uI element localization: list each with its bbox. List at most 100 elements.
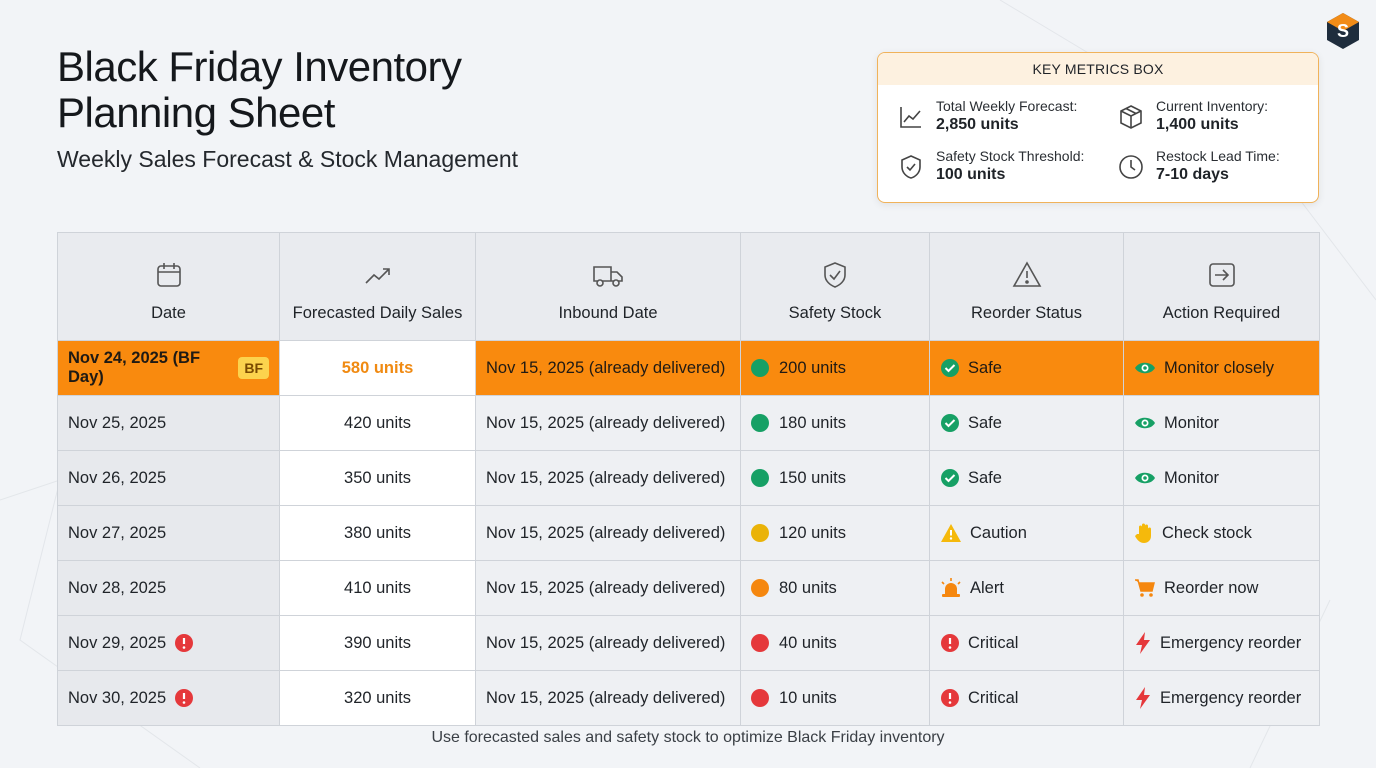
stock-dot	[751, 524, 769, 542]
reorder-status: Caution	[970, 523, 1027, 542]
forecast: 320 units	[344, 688, 411, 707]
safety-stock: 180 units	[779, 413, 846, 432]
date: Nov 26, 2025	[68, 468, 167, 487]
cell: Safe	[929, 450, 1124, 506]
metric-label: Total Weekly Forecast:	[936, 98, 1078, 114]
action: Monitor closely	[1164, 358, 1275, 377]
date: Nov 28, 2025	[68, 578, 167, 597]
logo: S	[1327, 13, 1359, 49]
reorder-status: Critical	[968, 688, 1019, 707]
cell: 410 units	[279, 560, 476, 616]
subtitle: Weekly Sales Forecast & Stock Management	[57, 146, 519, 172]
forecast: 410 units	[344, 578, 411, 597]
cell: Nov 30, 2025	[57, 670, 280, 726]
cell: Safe	[929, 340, 1124, 396]
metric: Total Weekly Forecast: 2,850 units	[898, 98, 1118, 134]
forecast: 390 units	[344, 633, 411, 652]
reorder-status: Critical	[968, 633, 1019, 652]
logo-letter: S	[1337, 21, 1349, 41]
cell: Monitor	[1123, 395, 1320, 451]
cell: 120 units	[740, 505, 930, 561]
cell: Nov 15, 2025 (already delivered)	[475, 505, 741, 561]
action: Emergency reorder	[1160, 688, 1302, 707]
cell: Nov 15, 2025 (already delivered)	[475, 450, 741, 506]
reorder-status: Alert	[970, 578, 1004, 597]
badge: BF	[238, 357, 269, 379]
cell: Caution	[929, 505, 1124, 561]
cell: Nov 26, 2025	[57, 450, 280, 506]
stock-dot	[751, 634, 769, 652]
safety-stock: 120 units	[779, 523, 846, 542]
table-row: Nov 27, 2025 380 units Nov 15, 2025 (alrea…	[57, 505, 1320, 561]
action: Emergency reorder	[1160, 633, 1302, 652]
cell: 350 units	[279, 450, 476, 506]
column-header-text: Reorder Status	[971, 304, 1082, 322]
cell: Nov 15, 2025 (already delivered)	[475, 560, 741, 616]
cell: Reorder now	[1123, 560, 1320, 616]
action: Reorder now	[1164, 578, 1259, 597]
inbound-date: Nov 15, 2025 (already delivered)	[486, 578, 726, 597]
column-header: Reorder Status	[929, 232, 1124, 341]
table-row: Nov 28, 2025 410 units Nov 15, 2025 (alrea…	[57, 560, 1320, 616]
inbound-date: Nov 15, 2025 (already delivered)	[486, 688, 726, 707]
forecast: 350 units	[344, 468, 411, 487]
table-row: Nov 24, 2025 (BF Day) BF 580 units Nov 15, …	[57, 340, 1320, 396]
cell: Nov 25, 2025	[57, 395, 280, 451]
cell: 580 units	[279, 340, 476, 396]
stock-dot	[751, 689, 769, 707]
action: Monitor	[1164, 413, 1220, 432]
inbound-date: Nov 15, 2025 (already delivered)	[486, 413, 726, 432]
date: Nov 24, 2025 (BF Day)	[68, 349, 201, 386]
footer-note: Use forecasted sales and safety stock to…	[431, 729, 945, 746]
cell: Nov 27, 2025	[57, 505, 280, 561]
cell: 200 units	[740, 340, 930, 396]
cell: 80 units	[740, 560, 930, 616]
stock-dot	[751, 469, 769, 487]
date: Nov 27, 2025	[68, 523, 167, 542]
cell: Nov 15, 2025 (already delivered)	[475, 340, 741, 396]
safety-stock: 150 units	[779, 468, 846, 487]
inbound-date: Nov 15, 2025 (already delivered)	[486, 358, 726, 377]
table-row: Nov 26, 2025 350 units Nov 15, 2025 (alrea…	[57, 450, 1320, 506]
column-header-text: Date	[151, 304, 186, 322]
table-row: Nov 29, 2025 390 units Nov 15, 2025 (alrea…	[57, 615, 1320, 671]
inbound-date: Nov 15, 2025 (already delivered)	[486, 523, 726, 542]
cell: 150 units	[740, 450, 930, 506]
cell: Emergency reorder	[1123, 615, 1320, 671]
column-header-text: Action Required	[1162, 304, 1281, 322]
metric: Restock Lead Time: 7-10 days	[1118, 148, 1318, 184]
metric: Safety Stock Threshold: 100 units	[898, 148, 1118, 184]
metric-label: Restock Lead Time:	[1156, 148, 1280, 164]
cell: Monitor	[1123, 450, 1320, 506]
column-header: Safety Stock	[740, 232, 930, 341]
cell: Nov 29, 2025	[57, 615, 280, 671]
column-header: Date	[57, 232, 280, 341]
safety-stock: 80 units	[779, 578, 837, 597]
column-header-text: Forecasted Daily Sales	[292, 304, 463, 322]
cell: Nov 15, 2025 (already delivered)	[475, 670, 741, 726]
date: Nov 29, 2025	[68, 633, 167, 652]
stock-dot	[751, 579, 769, 597]
key-metrics-box: KEY METRICS BOX Total Weekly Forecast: 2,…	[877, 52, 1319, 203]
metric-value: 2,850 units	[936, 116, 1019, 133]
cell: Safe	[929, 395, 1124, 451]
cell: 380 units	[279, 505, 476, 561]
inbound-date: Nov 15, 2025 (already delivered)	[486, 468, 726, 487]
metric-label: Safety Stock Threshold:	[936, 148, 1085, 164]
forecast: 380 units	[344, 523, 411, 542]
cell: Nov 15, 2025 (already delivered)	[475, 615, 741, 671]
reorder-status: Safe	[968, 468, 1002, 487]
cell: 320 units	[279, 670, 476, 726]
cell: Nov 28, 2025	[57, 560, 280, 616]
metric-value: 7-10 days	[1156, 166, 1229, 183]
date: Nov 30, 2025	[68, 688, 167, 707]
title: Black Friday Inventory Planning Sheet	[57, 43, 462, 136]
cell: Emergency reorder	[1123, 670, 1320, 726]
cell: Check stock	[1123, 505, 1320, 561]
forecast: 580 units	[341, 358, 414, 377]
action: Monitor	[1164, 468, 1220, 487]
stock-dot	[751, 414, 769, 432]
stock-dot	[751, 359, 769, 377]
cell: 420 units	[279, 395, 476, 451]
